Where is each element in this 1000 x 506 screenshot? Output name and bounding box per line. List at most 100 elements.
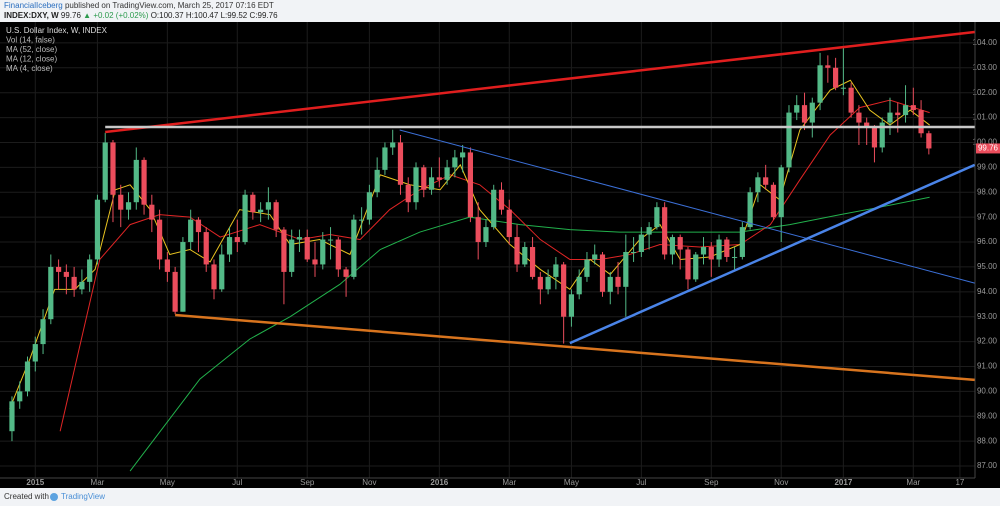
trend-line xyxy=(105,30,975,134)
candle-body xyxy=(149,204,155,220)
candle-body xyxy=(40,319,46,345)
candle-body xyxy=(265,202,271,210)
open: 100.37 xyxy=(159,11,184,20)
y-tick-label: 91.00 xyxy=(977,362,998,371)
candle-body xyxy=(79,281,85,290)
candle-body xyxy=(351,219,357,277)
candle-body xyxy=(55,266,62,272)
candle-body xyxy=(592,254,598,260)
x-tick-label: Jul xyxy=(232,478,242,487)
candle-body xyxy=(864,122,870,128)
candle-body xyxy=(9,401,15,432)
candle-body xyxy=(615,276,621,287)
y-tick-label: 92.00 xyxy=(977,337,998,346)
trend-line xyxy=(175,313,975,382)
candle-body xyxy=(491,189,497,228)
x-tick-label: Sep xyxy=(704,478,719,487)
y-tick-label: 88.00 xyxy=(977,436,998,445)
legend-entry: MA (4, close) xyxy=(6,64,53,73)
candle-body xyxy=(219,254,225,290)
candle-body xyxy=(63,271,69,277)
candle-body xyxy=(390,142,396,148)
author[interactable]: FinancialIceberg xyxy=(4,1,63,10)
candle-body xyxy=(801,105,808,123)
y-tick-label: 89.00 xyxy=(977,411,998,420)
brand-icon xyxy=(50,493,58,501)
candle-body xyxy=(327,239,334,241)
candle-body xyxy=(724,239,730,257)
x-tick-label: Sep xyxy=(300,478,315,487)
candle-body xyxy=(125,202,132,210)
candle-body xyxy=(599,254,606,292)
candle-body xyxy=(685,249,691,280)
candle-body xyxy=(436,177,442,180)
candle-body xyxy=(180,242,186,312)
candle-body xyxy=(607,276,613,292)
candle-body xyxy=(405,184,411,203)
candle-body xyxy=(794,105,800,113)
candle-body xyxy=(258,209,264,213)
chart-background xyxy=(0,22,1000,488)
candle-body xyxy=(250,194,256,213)
candle-body xyxy=(110,142,116,195)
x-tick-label: May xyxy=(564,478,579,487)
legend-entry: MA (12, close) xyxy=(6,55,57,64)
header-bar xyxy=(0,0,1000,22)
candle-body xyxy=(382,147,388,170)
x-tick-label: May xyxy=(160,478,175,487)
candle-body xyxy=(669,237,676,255)
footer-brand[interactable]: TradingView xyxy=(61,492,105,501)
candle-body xyxy=(825,65,831,68)
candle-body xyxy=(568,294,575,317)
candle-body xyxy=(17,391,23,402)
candle-body xyxy=(926,133,932,149)
candle-body xyxy=(483,227,489,243)
candle-body xyxy=(833,67,839,88)
candle-body xyxy=(739,227,745,257)
x-tick-label: Nov xyxy=(774,478,788,487)
candle-body xyxy=(335,239,341,270)
candle-body xyxy=(638,234,644,252)
last-price: 99.76 xyxy=(61,11,82,20)
x-tick-label: Mar xyxy=(502,478,516,487)
candle-body xyxy=(662,207,668,255)
candle-body xyxy=(848,87,854,113)
candle-body xyxy=(537,276,543,290)
chart-title: U.S. Dollar Index, W, INDEX xyxy=(6,26,108,35)
price-tag xyxy=(976,143,1000,154)
l-prefix: L: xyxy=(221,11,228,20)
candle-body xyxy=(203,232,209,265)
candle-body xyxy=(188,219,194,243)
candle-body xyxy=(786,112,792,168)
y-tick-label: 90.00 xyxy=(977,386,998,395)
candle-body xyxy=(32,344,38,362)
candle-body xyxy=(374,169,380,193)
candle-body xyxy=(506,209,512,238)
candle-body xyxy=(708,247,714,260)
candle-body xyxy=(840,87,846,89)
candle-body xyxy=(359,219,365,221)
candle-body xyxy=(281,229,287,272)
candle-body xyxy=(366,192,372,220)
candle-body xyxy=(428,177,435,190)
legend-entry: MA (52, close) xyxy=(6,45,57,54)
candle-body xyxy=(529,247,536,277)
candle-body xyxy=(421,167,427,190)
high: 100.47 xyxy=(194,11,219,20)
candle-body xyxy=(195,219,202,233)
candle-body xyxy=(700,247,707,255)
candle-body xyxy=(545,276,551,290)
candle-body xyxy=(871,127,878,148)
candle-body xyxy=(654,207,660,228)
symbol-line: INDEX:DXY, W 99.76 ▲ +0.02 (+0.02%) O:10… xyxy=(4,11,278,20)
candle-body xyxy=(902,105,909,116)
candle-body xyxy=(94,199,101,260)
candle-body xyxy=(646,227,652,235)
candle-body xyxy=(475,217,481,243)
candle-body xyxy=(895,112,901,116)
o-prefix: O: xyxy=(151,11,159,20)
candle-body xyxy=(630,251,637,253)
symbol: INDEX:DXY, W xyxy=(4,11,59,20)
candle-body xyxy=(770,184,777,218)
candle-body xyxy=(304,237,310,260)
